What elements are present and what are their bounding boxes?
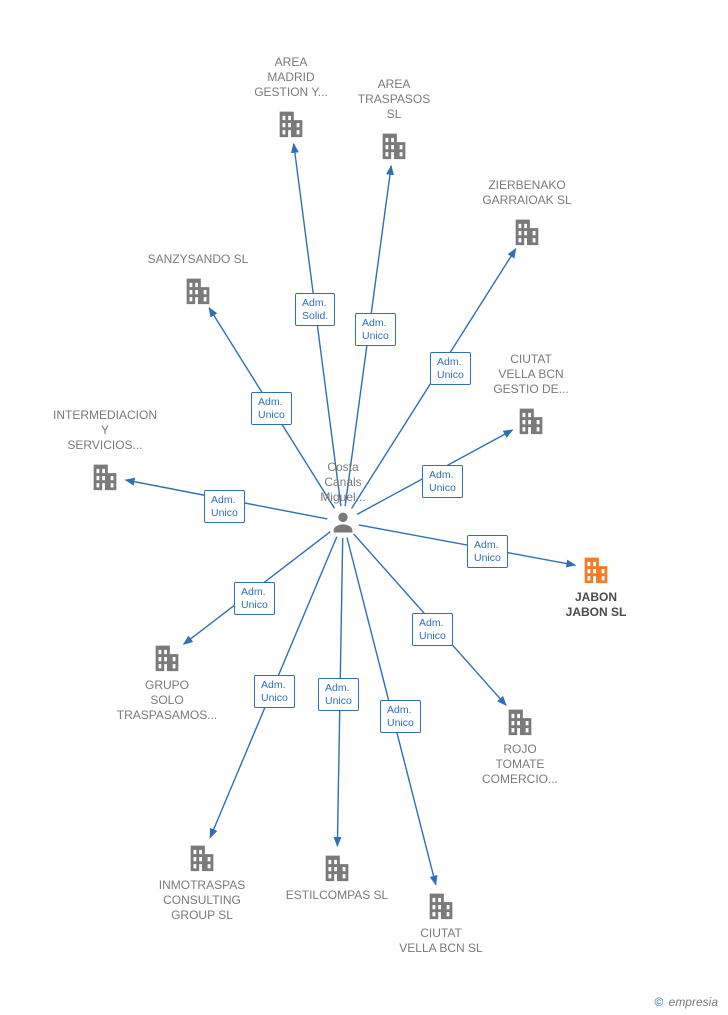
company-label: ESTILCOMPAS SL [267,888,407,903]
center-label: Costa Canals Miguel... [293,460,393,505]
person-icon [329,508,357,536]
edge-label: Adm. Unico [430,352,471,385]
edge-label: Adm. Unico [318,678,359,711]
edge-label: Adm. Solid. [295,293,335,326]
footer-brand: empresia [669,995,718,1009]
edge-label: Adm. Unico [234,582,275,615]
building-icon [424,888,458,922]
footer-credit: © empresia [654,995,718,1009]
company-label: GRUPO SOLO TRASPASAMOS... [97,678,237,723]
building-icon [185,840,219,874]
copyright-symbol: © [654,995,663,1009]
company-label: INMOTRASPAS CONSULTING GROUP SL [132,878,272,923]
diagram-overlay: Costa Canals Miguel... AREA MADRID GESTI… [0,0,728,1015]
company-label: CIUTAT VELLA BCN GESTIO DE... [461,352,601,397]
edge-label: Adm. Unico [251,392,292,425]
edge-label: Adm. Unico [467,535,508,568]
company-label: SANZYSANDO SL [128,252,268,267]
company-label: AREA MADRID GESTION Y... [221,55,361,100]
company-label: INTERMEDIACION Y SERVICIOS... [35,408,175,453]
building-icon [377,128,411,162]
building-icon [510,214,544,248]
edge-label: Adm. Unico [204,490,245,523]
building-icon [320,850,354,884]
building-icon [579,552,613,586]
building-icon [181,273,215,307]
company-label: ZIERBENAKO GARRAIOAK SL [457,178,597,208]
company-label: AREA TRASPASOS SL [324,77,464,122]
building-icon [503,704,537,738]
edge-label: Adm. Unico [422,465,463,498]
company-label: CIUTAT VELLA BCN SL [371,926,511,956]
edge-label: Adm. Unico [254,675,295,708]
company-label: JABON JABON SL [526,590,666,620]
edge-label: Adm. Unico [355,313,396,346]
building-icon [274,106,308,140]
building-icon [514,403,548,437]
building-icon [150,640,184,674]
company-label: ROJO TOMATE COMERCIO... [450,742,590,787]
building-icon [88,459,122,493]
edge-label: Adm. Unico [412,613,453,646]
edge-label: Adm. Unico [380,700,421,733]
